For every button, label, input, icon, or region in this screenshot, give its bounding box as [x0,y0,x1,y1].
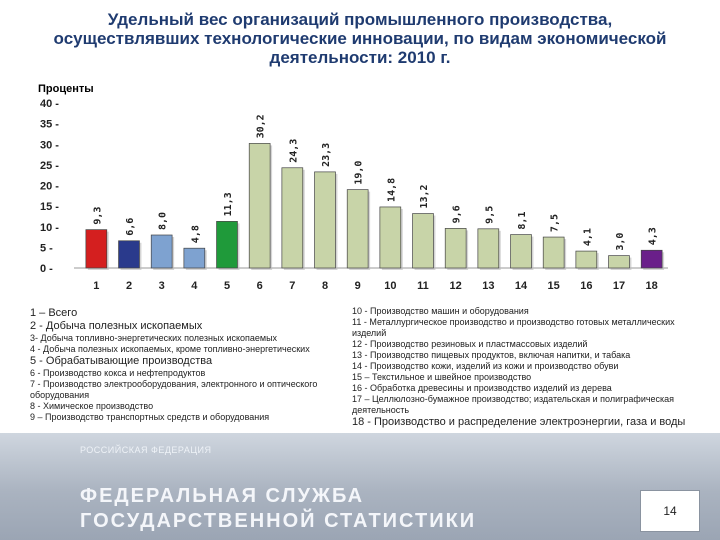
x-tick-label: 12 [450,280,462,292]
y-tick-label: 40 - [40,98,59,110]
x-tick-label: 15 [548,280,560,292]
bar-value-label: 8,0 [158,212,169,230]
x-tick-label: 16 [580,280,592,292]
legend-right-item: 16 - Обработка древесины и производство … [352,383,612,393]
x-tick-label: 17 [613,280,625,292]
legend-right-item: 12 - Производство резиновых и пластмассо… [352,339,588,349]
x-tick-label: 6 [257,280,263,292]
bar-value-label: 11,3 [223,192,234,216]
bar [510,234,532,269]
legend-left: 1 – Всего 2 - Добыча полезных ископаемых 3… [30,307,335,423]
bar [183,247,206,269]
bar-chart: 0 - 5 - 10 - 15 - 20 - 25 - 30 - 35 - 40 - 9,3 1 6,… [40,98,668,292]
legend-right-item: 15 – Текстильное и швейное производство [352,372,532,382]
footer-agency-line2: ГОСУДАРСТВЕННОЙ СТАТИСТИКИ [80,510,477,532]
legend-right-item: 18 - Производство и распределение электр… [352,416,686,428]
bar-value-label: 24,3 [288,139,299,163]
bar [608,255,630,269]
legend-left-item: 4 - Добыча полезных ископаемых, кроме то… [30,344,310,354]
footer-agency-line1: ФЕДЕРАЛЬНАЯ СЛУЖБА [80,485,365,507]
bar-value-label: 9,5 [484,206,495,224]
bar-value-label: 9,6 [452,205,463,223]
legend-left-item: 6 - Производство кокса и нефтепродуктов [30,368,206,378]
bar [379,206,402,269]
bar [314,171,336,269]
y-tick-label: 20 - [40,181,59,193]
chart-title: Удельный вес организаций промышленного п… [53,10,667,67]
bar [444,228,467,269]
bar [542,236,565,269]
bar [118,240,140,269]
y-tick-label: 0 - [40,263,53,275]
legend-left-item: 1 – Всего [30,307,78,319]
x-tick-label: 2 [126,280,132,292]
y-tick-label: 15 - [40,201,59,213]
bar [640,249,663,269]
x-tick-label: 1 [93,280,99,292]
bar [248,143,271,269]
bar-value-label: 23,3 [321,143,332,167]
legend-right-item: 10 - Производство машин и оборудования [352,306,529,316]
bar [412,213,434,269]
bar [346,189,369,269]
footer-country: РОССИЙСКАЯ ФЕДЕРАЦИЯ [80,445,212,455]
legend-left-item: 3- Добыча топливно-энергетических полезн… [30,333,278,343]
x-tick-label: 4 [191,280,198,292]
bar [477,228,500,269]
x-tick-label: 13 [482,280,494,292]
legend-right: 10 - Производство машин и оборудования 11… [352,306,697,429]
legend-right-item: 13 - Производство пищевых продуктов, вкл… [352,350,631,360]
legend-left-item: 7 - Производство электрооборудования, эл… [30,379,318,400]
legend-left-item: 5 - Обрабатывающие производства [30,355,213,367]
y-tick-label: 5 - [40,242,53,254]
x-tick-label: 8 [322,280,328,292]
y-axis-label: Проценты [38,83,94,95]
y-tick-label: 30 - [40,139,59,151]
bar-value-label: 8,1 [517,212,528,230]
y-tick-label: 10 - [40,222,59,234]
bar [281,167,304,269]
legend-right-item: 11 - Металлургическое производство и про… [352,317,675,338]
bar-value-label: 4,8 [190,225,201,243]
x-tick-label: 7 [289,280,295,292]
bar-value-label: 3,0 [615,233,626,251]
bar [150,234,173,269]
legend-left-item: 8 - Химическое производство [30,401,154,411]
bar-value-label: 6,6 [125,218,136,236]
legend-left-item: 9 – Производство транспортных средств и … [30,412,270,422]
bar-value-label: 13,2 [419,184,430,208]
page-number: 14 [640,490,700,532]
bar [85,229,108,269]
bar-value-label: 19,0 [354,161,365,185]
bar-value-label: 9,3 [92,207,103,225]
x-tick-label: 9 [355,280,361,292]
y-tick-label: 35 - [40,119,59,131]
x-tick-label: 11 [417,280,429,292]
x-tick-label: 14 [515,280,528,292]
bar-value-label: 4,1 [582,228,593,246]
x-tick-label: 3 [159,280,165,292]
y-tick-label: 25 - [40,160,59,172]
x-tick-label: 18 [646,280,658,292]
bar [575,250,598,269]
legend-right-item: 14 - Производство кожи, изделий из кожи … [352,361,619,371]
bar-value-label: 30,2 [256,114,267,138]
legend-left-item: 2 - Добыча полезных ископаемых [30,320,203,332]
legend-right-item: 17 – Целлюлозно-бумажное производство; и… [352,394,675,415]
bar-value-label: 7,5 [550,214,561,232]
x-tick-label: 5 [224,280,230,292]
bar-value-label: 14,8 [386,178,397,202]
bar [216,221,238,269]
x-tick-label: 10 [384,280,396,292]
footer-banner: РОССИЙСКАЯ ФЕДЕРАЦИЯ ФЕДЕРАЛЬНАЯ СЛУЖБА … [0,433,720,540]
bar-value-label: 4,3 [648,227,659,245]
